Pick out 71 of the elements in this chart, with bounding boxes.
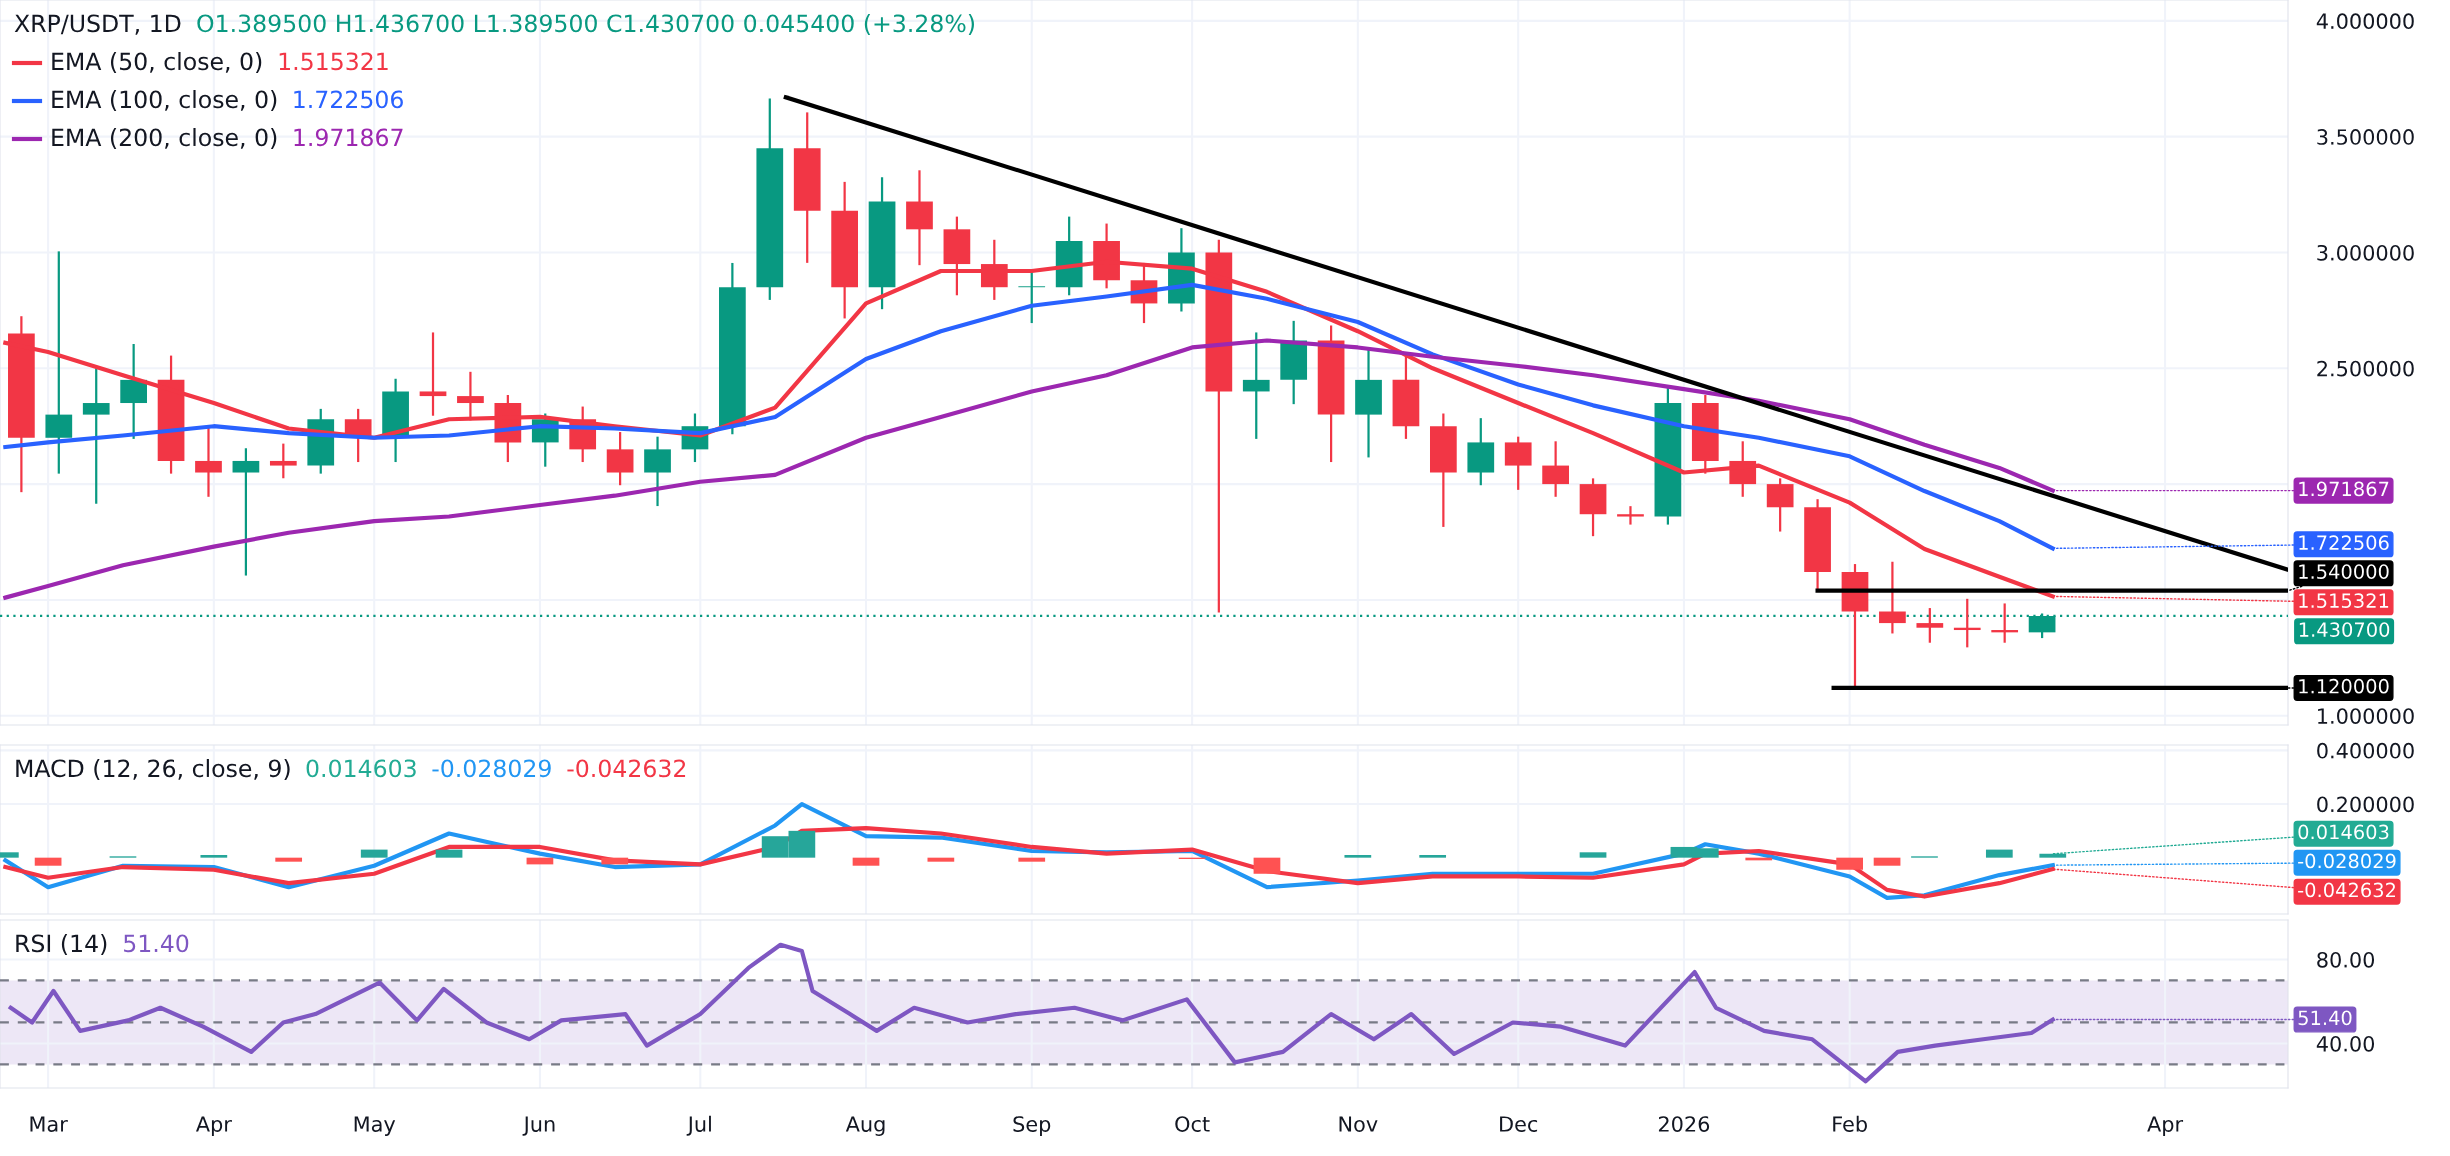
bar: [852, 857, 880, 866]
text: 51.40: [124, 934, 189, 953]
x-tick-label: Dec: [1500, 1116, 1538, 1132]
text: RSI (14): [16, 934, 107, 956]
bar: [360, 849, 388, 858]
y-tick-label: 2.500000: [2317, 360, 2414, 377]
annotation: -0.028029: [2298, 853, 2396, 869]
x-tick-label: 2026: [1658, 1116, 1710, 1132]
annotation: 1.515321: [2299, 593, 2389, 608]
bar: [927, 857, 955, 862]
legend-label: EMA (100, close, 0): [52, 90, 277, 112]
candlestick: [1879, 561, 1906, 634]
bar: [34, 857, 62, 866]
candlestick: [419, 332, 447, 416]
text: O1.389500 H1.436700 L1.389500 C1.430700 0.045400 (+3.28%): [197, 14, 974, 36]
annotation: 1.540000: [2299, 564, 2389, 579]
annotation: 1.722506: [2299, 535, 2389, 550]
legend-label: EMA (50, close, 0): [52, 52, 262, 74]
candlestick: [1617, 506, 1644, 525]
bar: [1018, 857, 1046, 862]
text: -0.042632: [567, 759, 686, 778]
annotation: 51.40: [2298, 1010, 2352, 1026]
y-tick-label: 40.00: [2316, 1035, 2375, 1052]
y-tick-label: 3.500000: [2317, 129, 2414, 145]
bar: [1985, 849, 2013, 858]
x-tick-label: Mar: [30, 1116, 68, 1132]
y-tick-label: 4.000000: [2316, 13, 2414, 30]
candlestick: [1916, 608, 1944, 643]
text: XRP/USDT, 1D: [14, 14, 181, 35]
ref-line-label: 1.430700: [2299, 622, 2390, 637]
candlestick: [1242, 332, 1270, 439]
x-tick-label: Jul: [686, 1115, 711, 1136]
bar: [1344, 854, 1372, 858]
y-tick-label: 0.400000: [2317, 742, 2414, 759]
bar: [1579, 852, 1607, 858]
bar: [275, 857, 303, 862]
x-tick-label: Feb: [1833, 1115, 1867, 1132]
y-tick-label: 80.00: [2317, 951, 2375, 968]
bar: [1836, 857, 1864, 870]
bar: [601, 857, 629, 865]
x-tick-label: Sep: [1013, 1116, 1051, 1136]
bar: [435, 849, 463, 858]
y-tick-label: 1.000000: [2318, 708, 2414, 724]
text: 1.971867: [294, 128, 403, 147]
text: 0.014603: [306, 759, 416, 778]
x-tick-label: May: [354, 1116, 396, 1136]
annotation: -0.042632: [2298, 882, 2395, 898]
bar: [200, 854, 228, 858]
x-tick-label: Aug: [845, 1116, 885, 1136]
x-tick-label: Apr: [2147, 1116, 2184, 1136]
annotation: 1.120000: [2299, 678, 2389, 694]
candlestick: [232, 448, 260, 576]
x-tick-label: Nov: [1339, 1116, 1378, 1132]
annotation: 0.014603: [2298, 824, 2389, 840]
x-tick-label: Oct: [1175, 1116, 1210, 1132]
annotation: 1.971867: [2299, 481, 2389, 497]
y-tick-label: 3.000000: [2317, 244, 2414, 261]
legend-label: EMA (200, close, 0): [52, 128, 277, 150]
candlestick: [82, 367, 110, 504]
text: 1.722506: [294, 90, 403, 109]
bar: [1253, 857, 1281, 874]
text: 1.515321: [279, 52, 388, 71]
candlestick: [269, 443, 297, 479]
bar: [1873, 857, 1901, 866]
bar: [1419, 854, 1447, 858]
x-tick-label: Apr: [195, 1116, 232, 1136]
candlestick: [45, 251, 73, 474]
text: -0.028029: [432, 759, 551, 778]
y-tick-label: 0.200000: [2317, 796, 2414, 813]
text: MACD (12, 26, close, 9): [16, 759, 290, 781]
x-tick-label: Jun: [522, 1116, 555, 1136]
